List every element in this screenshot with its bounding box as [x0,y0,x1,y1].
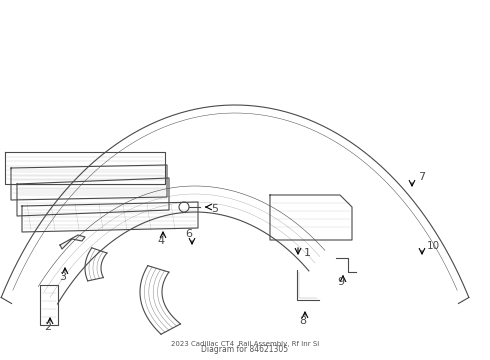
Text: 6: 6 [185,229,192,239]
Text: 2: 2 [44,322,51,332]
Text: 10: 10 [427,241,440,251]
Text: 2023 Cadillac CT4  Rail Assembly, Rf Inr Si: 2023 Cadillac CT4 Rail Assembly, Rf Inr … [171,341,319,347]
Text: 9: 9 [337,277,344,287]
Text: 4: 4 [157,236,164,246]
Text: Diagram for 84621305: Diagram for 84621305 [201,345,289,354]
Text: 8: 8 [299,316,306,326]
Text: 5: 5 [211,204,218,214]
Polygon shape [60,235,85,249]
Text: 1: 1 [304,248,311,258]
Text: 7: 7 [418,172,425,182]
Text: 3: 3 [59,272,66,282]
